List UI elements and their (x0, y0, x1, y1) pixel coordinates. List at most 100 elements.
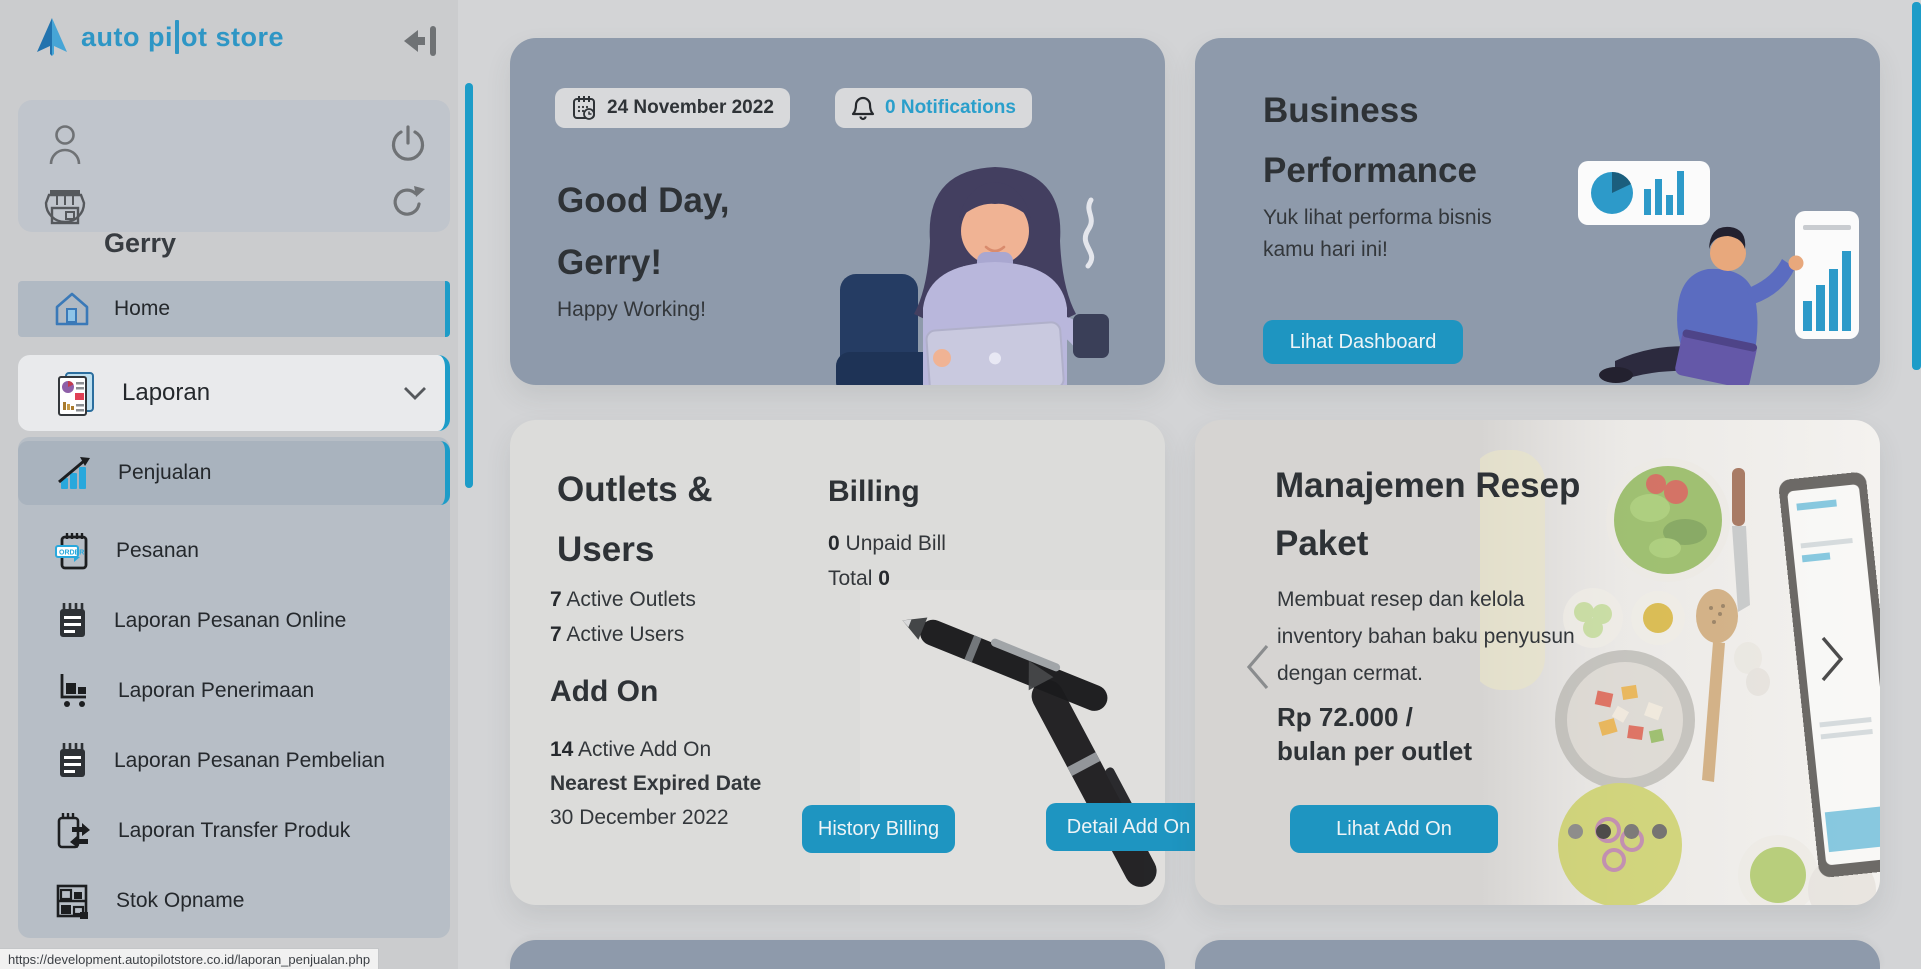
greeting-card: 24 November 2022 0 Notifications Good Da… (510, 38, 1165, 385)
outlets-users-billing-card: Outlets & Users 7 Active Outlets 7 Activ… (510, 420, 1211, 905)
carousel-dot-1[interactable] (1568, 824, 1583, 839)
logout-power-icon[interactable] (388, 124, 428, 164)
history-billing-button[interactable]: History Billing (802, 805, 955, 853)
performance-desc-line2: kamu hari ini! (1263, 238, 1388, 261)
lihat-dashboard-button[interactable]: Lihat Dashboard (1263, 320, 1463, 364)
man-with-charts-illustration (1560, 133, 1880, 385)
sidebar-item-laporan-pesanan-pembelian[interactable]: Laporan Pesanan Pembelian (18, 731, 445, 791)
status-url-text: https://development.autopilotstore.co.id… (8, 952, 371, 967)
refresh-icon[interactable] (388, 182, 428, 222)
carousel-dot-4[interactable] (1652, 824, 1667, 839)
recipe-title-line2: Paket (1275, 524, 1369, 563)
sidebar-item-label: Stok Opname (116, 889, 245, 912)
outlets-title-line2: Users (557, 530, 655, 569)
store-icon (44, 186, 86, 226)
active-addon-stat: 14 Active Add On (550, 738, 711, 762)
user-name: Gerry (104, 228, 177, 258)
carousel-next-icon[interactable] (1817, 634, 1847, 684)
page-scrollbar[interactable] (1912, 2, 1921, 370)
sidebar-item-home[interactable]: Home (18, 281, 450, 337)
user-icon (48, 124, 82, 166)
chevron-down-icon[interactable] (403, 386, 427, 400)
notifications-badge-text: 0 Notifications (885, 97, 1016, 118)
sidebar-item-penjualan[interactable]: Penjualan (18, 441, 450, 505)
carousel-dots (1568, 824, 1667, 839)
expired-label: Nearest Expired Date (550, 772, 762, 795)
notebook-icon (54, 601, 90, 641)
carousel-dot-3[interactable] (1624, 824, 1639, 839)
billing-title: Billing (828, 475, 920, 508)
notifications-badge[interactable]: 0 Notifications (835, 88, 1032, 128)
sidebar-item-label: Pesanan (116, 539, 199, 562)
sidebar-item-label: Penjualan (118, 461, 212, 484)
sidebar-item-label: Laporan Penerimaan (118, 679, 315, 702)
lihat-addon-button[interactable]: Lihat Add On (1290, 805, 1498, 853)
sidebar-item-laporan-penerimaan[interactable]: Laporan Penerimaan (18, 661, 445, 721)
sidebar-item-laporan-transfer-produk[interactable]: Laporan Transfer Produk (18, 801, 445, 861)
active-users-stat: 7 Active Users (550, 623, 684, 647)
pens-photo (860, 590, 1165, 905)
date-badge-text: 24 November 2022 (607, 97, 774, 118)
sidebar-item-label: Home (114, 297, 171, 320)
outlets-title-line1: Outlets & (557, 470, 713, 509)
expired-date: 30 December 2022 (550, 806, 729, 829)
carousel-prev-icon[interactable] (1243, 642, 1273, 692)
logo-text-part2: ot store (181, 21, 285, 52)
logo-text-part1: auto pi (81, 21, 173, 52)
partial-card-left (510, 940, 1165, 969)
active-users-label: Active Users (566, 623, 685, 646)
greeting-title-line2: Gerry! (557, 243, 663, 282)
svg-text:ORDER: ORDER (59, 550, 84, 557)
unpaid-bill-value: 0 (828, 532, 840, 555)
carousel-dot-2-active[interactable] (1596, 824, 1611, 839)
recipe-price-line1: Rp 72.000 / (1277, 702, 1413, 732)
order-clipboard-icon: ORDER (54, 530, 92, 572)
transfer-notebook-icon (54, 811, 94, 851)
app-logo[interactable]: auto pi ot store (33, 16, 284, 58)
business-performance-card: Business Performance Yuk lihat performa … (1195, 38, 1880, 385)
active-users-value: 7 (550, 623, 562, 646)
active-addon-value: 14 (550, 738, 574, 761)
partial-card-right (1195, 940, 1880, 969)
billing-total-stat: Total 0 (828, 567, 890, 591)
recipe-desc-line2: inventory bahan baku penyusun (1277, 625, 1575, 648)
sidebar-item-laporan[interactable]: Laporan (18, 355, 450, 431)
detail-addon-button[interactable]: Detail Add On (1046, 803, 1211, 851)
addon-title: Add On (550, 675, 659, 708)
sidebar: auto pi ot store Gerry (0, 0, 473, 969)
performance-title-line1: Business (1263, 91, 1419, 130)
recipe-package-card: Manajemen Resep Paket Membuat resep dan … (1195, 420, 1880, 905)
sidebar-item-label: Laporan Transfer Produk (118, 819, 351, 842)
unpaid-bill-stat: 0 Unpaid Bill (828, 532, 946, 556)
status-url-tooltip: https://development.autopilotstore.co.id… (0, 948, 380, 969)
sidebar-item-pesanan[interactable]: ORDER Pesanan (18, 521, 445, 581)
unpaid-bill-label: Unpaid Bill (845, 532, 946, 555)
active-outlets-label: Active Outlets (566, 588, 696, 611)
recipe-desc-line3: dengan cermat. (1277, 662, 1423, 685)
active-outlets-value: 7 (550, 588, 562, 611)
sidebar-item-label: Laporan Pesanan Online (114, 609, 347, 632)
collapse-sidebar-icon[interactable] (400, 22, 440, 60)
sidebar-scrollbar[interactable] (465, 83, 473, 488)
food-ingredients-photo (1480, 420, 1880, 905)
handtruck-icon (54, 671, 94, 711)
sidebar-item-label: Laporan Pesanan Pembelian (114, 749, 385, 772)
sidebar-item-laporan-pesanan-online[interactable]: Laporan Pesanan Online (18, 591, 445, 651)
billing-total-label: Total (828, 567, 873, 590)
sales-chart-icon (54, 454, 94, 492)
active-addon-label: Active Add On (578, 738, 712, 761)
logo-cursor-bar (175, 20, 179, 54)
notebook-icon (54, 741, 90, 781)
billing-total-value: 0 (878, 567, 890, 590)
laporan-submenu: Penjualan ORDER Pesanan (18, 437, 450, 938)
recipe-title-line1: Manajemen Resep (1275, 466, 1581, 505)
active-outlets-stat: 7 Active Outlets (550, 588, 696, 612)
shelf-icon (54, 882, 92, 920)
home-icon (54, 290, 90, 328)
sidebar-item-stok-opname[interactable]: Stok Opname (18, 871, 445, 931)
woman-with-laptop-illustration (830, 146, 1160, 385)
paper-plane-logo-icon (33, 16, 71, 58)
performance-title-line2: Performance (1263, 151, 1477, 190)
recipe-price-line2: bulan per outlet (1277, 736, 1472, 766)
